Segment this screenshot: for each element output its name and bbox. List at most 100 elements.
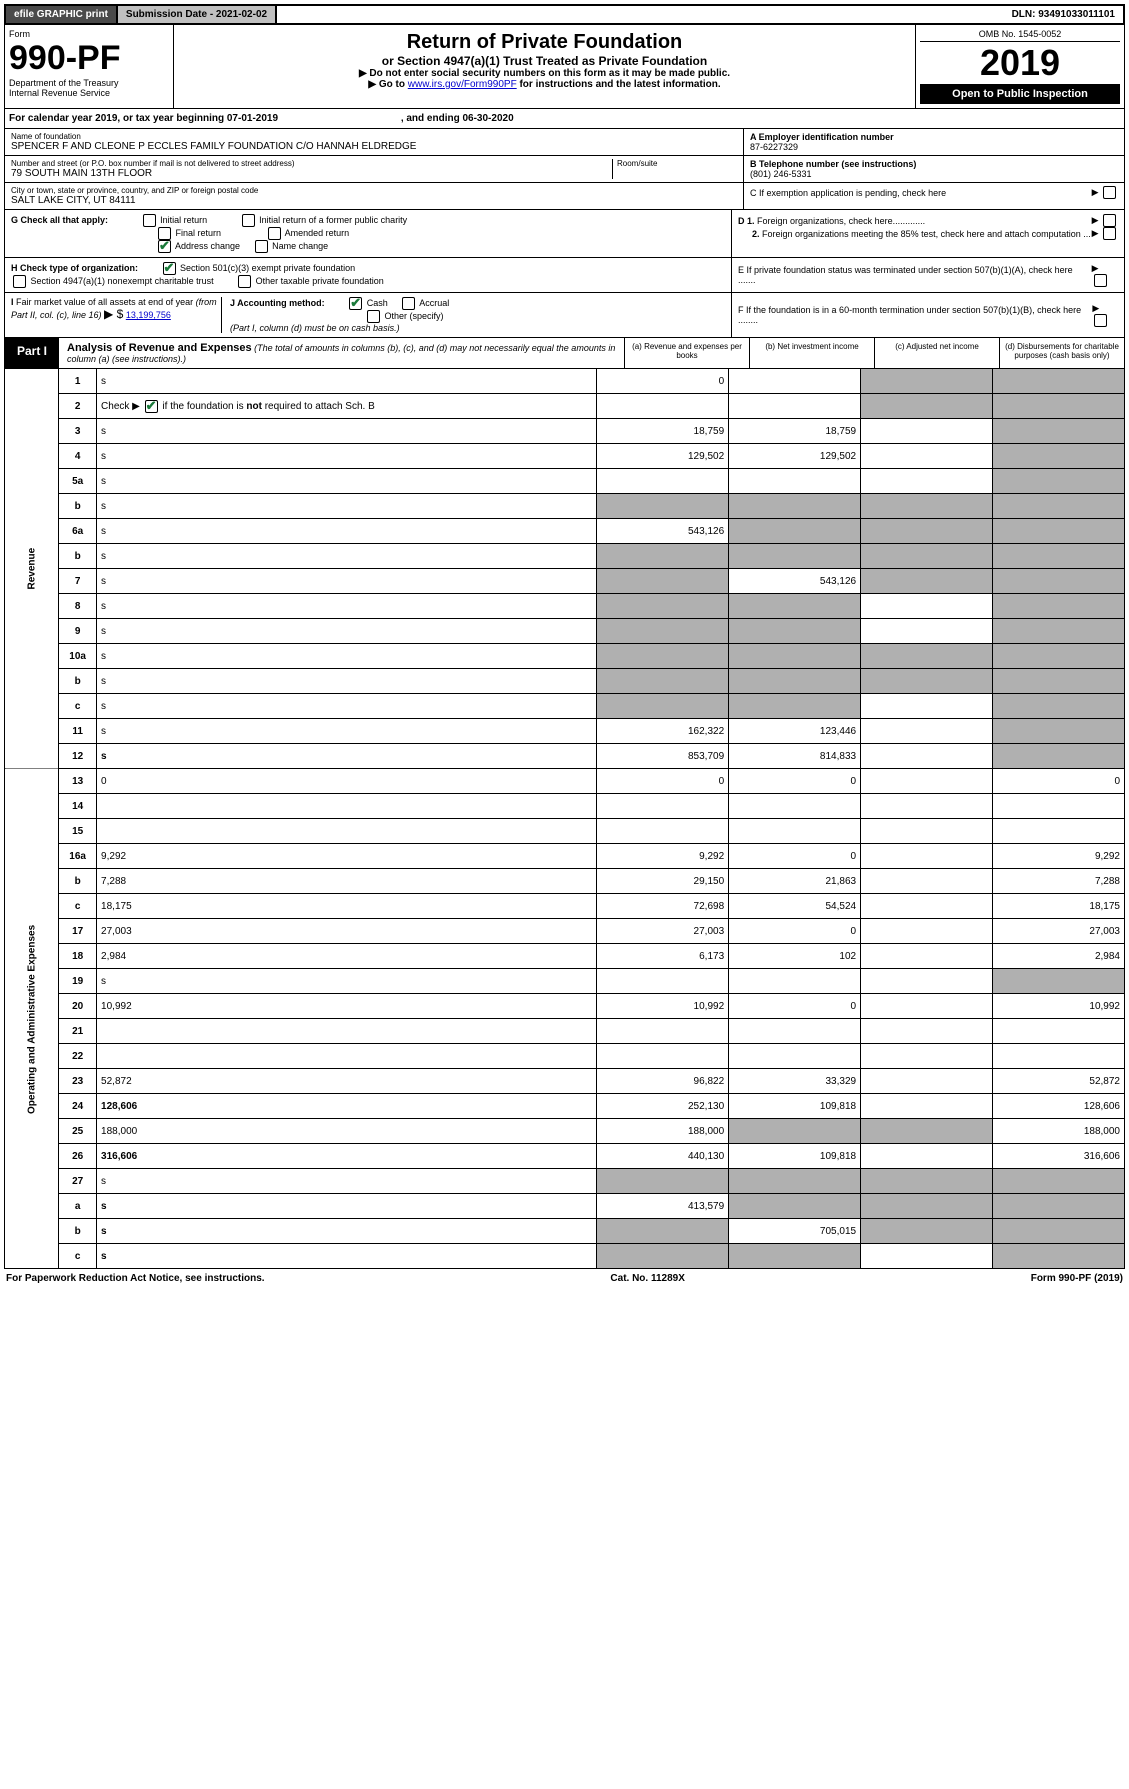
cell-a: 162,322 bbox=[597, 719, 729, 744]
fmv-link[interactable]: 13,199,756 bbox=[126, 310, 171, 320]
cell-a bbox=[597, 544, 729, 569]
line-number: 3 bbox=[59, 419, 97, 444]
line-number: 9 bbox=[59, 619, 97, 644]
cell-c bbox=[861, 694, 993, 719]
other-taxable-checkbox[interactable] bbox=[238, 275, 251, 288]
cell-a bbox=[597, 1044, 729, 1069]
line-description: s bbox=[97, 669, 597, 694]
tax-year: 2019 bbox=[920, 42, 1120, 84]
amended-return-checkbox[interactable] bbox=[268, 227, 281, 240]
efile-print-button[interactable]: efile GRAPHIC print bbox=[6, 6, 118, 23]
line-number: c bbox=[59, 1244, 97, 1269]
line-description: s bbox=[97, 444, 597, 469]
line-description: s bbox=[97, 369, 597, 394]
cell-d: 2,984 bbox=[993, 944, 1125, 969]
table-row: 2Check ▶ if the foundation is not requir… bbox=[5, 394, 1125, 419]
cell-b: 543,126 bbox=[729, 569, 861, 594]
exemption-pending-checkbox[interactable] bbox=[1103, 186, 1116, 199]
table-row: 2352,87296,82233,32952,872 bbox=[5, 1069, 1125, 1094]
cell-b: 0 bbox=[729, 994, 861, 1019]
table-row: as413,579 bbox=[5, 1194, 1125, 1219]
line-number: 26 bbox=[59, 1144, 97, 1169]
form990pf-link[interactable]: www.irs.gov/Form990PF bbox=[408, 79, 517, 90]
cell-a bbox=[597, 819, 729, 844]
line-number: 25 bbox=[59, 1119, 97, 1144]
line-number: 20 bbox=[59, 994, 97, 1019]
table-row: 25188,000188,000188,000 bbox=[5, 1119, 1125, 1144]
other-method-checkbox[interactable] bbox=[367, 310, 380, 323]
cell-b: 109,818 bbox=[729, 1094, 861, 1119]
cell-b bbox=[729, 794, 861, 819]
d1-checkbox[interactable] bbox=[1103, 214, 1116, 227]
cell-d bbox=[993, 419, 1125, 444]
cell-d bbox=[993, 369, 1125, 394]
irs: Internal Revenue Service bbox=[9, 88, 169, 98]
table-row: 14 bbox=[5, 794, 1125, 819]
cell-d: 188,000 bbox=[993, 1119, 1125, 1144]
table-row: 8s bbox=[5, 594, 1125, 619]
cell-b bbox=[729, 594, 861, 619]
f-checkbox[interactable] bbox=[1094, 314, 1107, 327]
cell-d: 7,288 bbox=[993, 869, 1125, 894]
instr-2-post: for instructions and the latest informat… bbox=[519, 79, 720, 90]
cell-a: 96,822 bbox=[597, 1069, 729, 1094]
line-number: 4 bbox=[59, 444, 97, 469]
cell-d bbox=[993, 1019, 1125, 1044]
d2-checkbox[interactable] bbox=[1103, 227, 1116, 240]
table-row: bs bbox=[5, 669, 1125, 694]
cal-year-begin: For calendar year 2019, or tax year begi… bbox=[9, 113, 278, 124]
table-row: 27s bbox=[5, 1169, 1125, 1194]
cell-c bbox=[861, 1119, 993, 1144]
initial-former-checkbox[interactable] bbox=[242, 214, 255, 227]
cell-d: 18,175 bbox=[993, 894, 1125, 919]
table-row: bs705,015 bbox=[5, 1219, 1125, 1244]
cell-b bbox=[729, 819, 861, 844]
entity-info: Name of foundation SPENCER F AND CLEONE … bbox=[4, 129, 1125, 210]
cell-a: 440,130 bbox=[597, 1144, 729, 1169]
initial-return-checkbox[interactable] bbox=[143, 214, 156, 227]
4947-checkbox[interactable] bbox=[13, 275, 26, 288]
form-word: Form bbox=[9, 29, 169, 39]
cash-label: Cash bbox=[367, 298, 388, 308]
cell-a: 0 bbox=[597, 369, 729, 394]
cell-d bbox=[993, 469, 1125, 494]
line-description bbox=[97, 1019, 597, 1044]
form-number: 990-PF bbox=[9, 39, 169, 78]
cell-c bbox=[861, 844, 993, 869]
name-label: Name of foundation bbox=[11, 132, 737, 141]
cell-b: 109,818 bbox=[729, 1144, 861, 1169]
sch-b-checkbox[interactable] bbox=[145, 400, 158, 413]
instr-1: ▶ Do not enter social security numbers o… bbox=[359, 68, 730, 79]
line-description: s bbox=[97, 1169, 597, 1194]
cal-year-end: , and ending 06-30-2020 bbox=[401, 113, 514, 124]
name-change-checkbox[interactable] bbox=[255, 240, 268, 253]
line-description: 9,292 bbox=[97, 844, 597, 869]
line-description bbox=[97, 819, 597, 844]
line-description: s bbox=[97, 644, 597, 669]
cell-a: 129,502 bbox=[597, 444, 729, 469]
cell-d: 27,003 bbox=[993, 919, 1125, 944]
line-description bbox=[97, 1044, 597, 1069]
e-checkbox[interactable] bbox=[1094, 274, 1107, 287]
cell-d bbox=[993, 694, 1125, 719]
cell-d bbox=[993, 669, 1125, 694]
ein-label: A Employer identification number bbox=[750, 132, 1118, 142]
cell-b: 705,015 bbox=[729, 1219, 861, 1244]
table-row: 24128,606252,130109,818128,606 bbox=[5, 1094, 1125, 1119]
cell-c bbox=[861, 1094, 993, 1119]
cell-c bbox=[861, 644, 993, 669]
exemption-pending-label: C If exemption application is pending, c… bbox=[750, 188, 946, 198]
cell-c bbox=[861, 1244, 993, 1269]
cell-a bbox=[597, 1169, 729, 1194]
address-change-checkbox[interactable] bbox=[158, 240, 171, 253]
cell-a bbox=[597, 594, 729, 619]
line-number: 15 bbox=[59, 819, 97, 844]
cell-b bbox=[729, 694, 861, 719]
cell-d bbox=[993, 819, 1125, 844]
table-row: 4s129,502129,502 bbox=[5, 444, 1125, 469]
accrual-checkbox[interactable] bbox=[402, 297, 415, 310]
cell-c bbox=[861, 944, 993, 969]
cell-b: 102 bbox=[729, 944, 861, 969]
501c3-checkbox[interactable] bbox=[163, 262, 176, 275]
cash-checkbox[interactable] bbox=[349, 297, 362, 310]
